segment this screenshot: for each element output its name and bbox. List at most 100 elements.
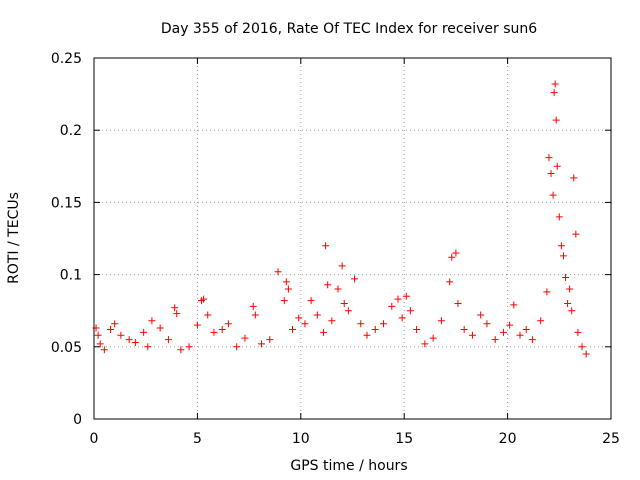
data-point — [553, 162, 561, 170]
data-point — [313, 311, 321, 319]
data-point — [94, 331, 102, 339]
data-point — [357, 320, 365, 328]
data-point — [210, 328, 218, 336]
data-point — [557, 242, 565, 250]
data-point — [233, 343, 241, 351]
data-point — [338, 262, 346, 270]
data-point — [380, 320, 388, 328]
data-point — [516, 331, 524, 339]
data-point — [547, 170, 555, 178]
data-point — [156, 324, 164, 332]
data-point — [388, 302, 396, 310]
data-point — [334, 285, 342, 293]
data-point — [173, 310, 181, 318]
data-point — [421, 340, 429, 348]
data-point — [200, 295, 208, 303]
data-point — [468, 331, 476, 339]
data-point — [324, 281, 332, 289]
data-point — [140, 328, 148, 336]
x-tick-label: 10 — [292, 431, 310, 447]
data-point — [282, 278, 290, 286]
data-point — [125, 336, 133, 344]
data-points — [92, 80, 590, 358]
data-point — [406, 307, 414, 315]
data-point — [413, 325, 421, 333]
data-point — [111, 320, 119, 328]
data-point — [398, 314, 406, 322]
data-point — [344, 307, 352, 315]
data-point — [550, 89, 558, 97]
data-point — [224, 320, 232, 328]
x-tick-label: 20 — [499, 431, 517, 447]
data-point — [322, 242, 330, 250]
data-point — [562, 273, 570, 281]
x-tick-label: 15 — [395, 431, 413, 447]
data-point — [185, 343, 193, 351]
data-point — [266, 336, 274, 344]
data-point — [218, 325, 226, 333]
data-point — [328, 317, 336, 325]
data-point — [559, 252, 567, 260]
x-axis-label: GPS time / hours — [290, 458, 407, 474]
x-tick-label: 0 — [90, 431, 99, 447]
data-point — [570, 174, 578, 182]
data-point — [351, 275, 359, 283]
data-point — [402, 292, 410, 300]
data-point — [100, 346, 108, 354]
data-point — [131, 338, 139, 346]
y-axis-label: ROTI / TECUs — [6, 192, 22, 284]
data-point — [148, 317, 156, 325]
data-point — [549, 191, 557, 199]
data-point — [193, 321, 201, 329]
plot-frame — [93, 57, 612, 420]
data-point — [274, 268, 282, 276]
data-point — [204, 311, 212, 319]
y-tick-label: 0.15 — [51, 195, 82, 211]
data-point — [568, 307, 576, 315]
data-point — [572, 230, 580, 238]
data-point — [454, 299, 462, 307]
data-point — [446, 278, 454, 286]
data-point — [177, 346, 185, 354]
data-point — [307, 297, 315, 305]
y-tick-label: 0.05 — [51, 340, 82, 356]
data-point — [551, 80, 559, 88]
data-point — [582, 350, 590, 358]
data-point — [510, 301, 518, 309]
data-point — [258, 340, 266, 348]
data-point — [537, 317, 545, 325]
data-point — [460, 325, 468, 333]
data-point — [545, 154, 553, 162]
data-point — [528, 336, 536, 344]
data-point — [363, 331, 371, 339]
data-point — [117, 331, 125, 339]
data-point — [499, 328, 507, 336]
data-point — [522, 325, 530, 333]
data-point — [340, 299, 348, 307]
data-point — [564, 299, 572, 307]
x-tick-label: 25 — [602, 431, 620, 447]
data-point — [251, 311, 259, 319]
data-point — [241, 334, 249, 342]
data-point — [552, 116, 560, 124]
data-point — [477, 311, 485, 319]
data-point — [394, 295, 402, 303]
data-point — [429, 334, 437, 342]
data-point — [437, 317, 445, 325]
data-point — [295, 314, 303, 322]
data-point — [574, 328, 582, 336]
axis-ticks: 0 5 10 15 20 25 0 0.05 0.1 0.15 0.2 0.25 — [51, 51, 620, 447]
data-point — [506, 321, 514, 329]
x-tick-label: 5 — [193, 431, 202, 447]
data-point — [320, 328, 328, 336]
data-point — [483, 320, 491, 328]
data-point — [249, 302, 257, 310]
y-tick-label: 0 — [73, 412, 82, 428]
y-tick-label: 0.25 — [51, 51, 82, 67]
data-point — [284, 285, 292, 293]
data-point — [144, 343, 152, 351]
data-point — [301, 320, 309, 328]
data-point — [289, 325, 297, 333]
